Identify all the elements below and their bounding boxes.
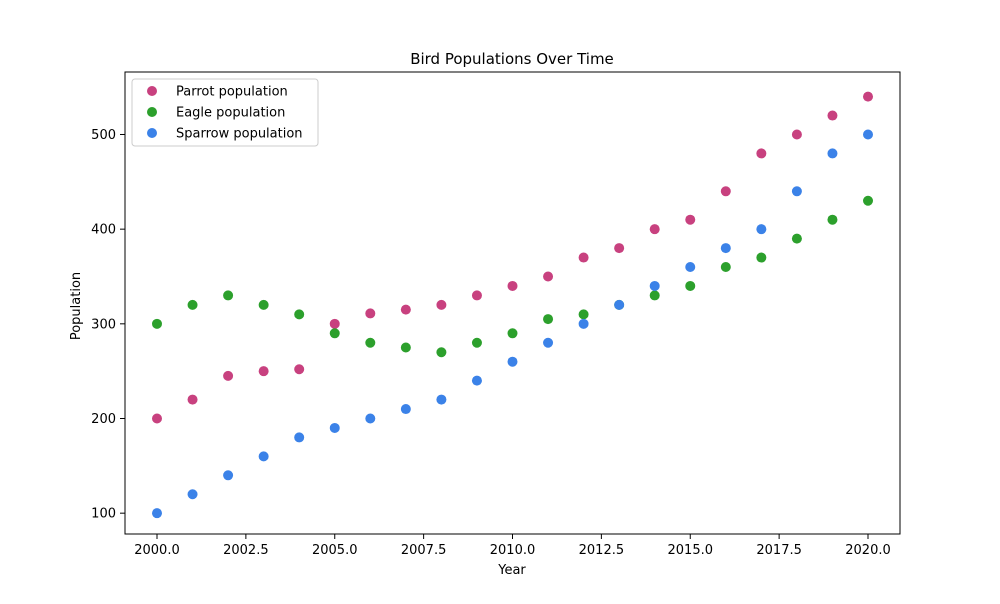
- data-point: [507, 280, 518, 291]
- data-point: [365, 308, 376, 319]
- x-axis-ticks: 2000.0 2002.5 2005.0 2007.5 2010.0 2012.5 2015…: [134, 534, 891, 558]
- data-point: [187, 394, 198, 405]
- data-point: [720, 243, 731, 254]
- data-point: [436, 394, 447, 405]
- data-point: [187, 299, 198, 310]
- data-point: [578, 252, 589, 263]
- data-point: [614, 243, 625, 254]
- legend-label: Sparrow population: [176, 127, 303, 142]
- data-point: [507, 356, 518, 367]
- x-axis-label: Year: [497, 563, 526, 578]
- data-point: [685, 214, 696, 225]
- series-parrot: [151, 91, 874, 424]
- y-tick-label: 400: [91, 223, 116, 238]
- data-point: [365, 413, 376, 424]
- y-tick-label: 500: [91, 128, 116, 143]
- data-point: [223, 470, 234, 481]
- y-tick-label: 300: [91, 317, 116, 332]
- data-point: [756, 224, 767, 235]
- data-point: [507, 328, 518, 339]
- data-point: [400, 304, 411, 315]
- data-point: [258, 299, 269, 310]
- y-axis-label: Population: [69, 272, 84, 340]
- data-point: [151, 318, 162, 329]
- data-point: [543, 337, 554, 348]
- data-point: [151, 508, 162, 519]
- data-point: [223, 370, 234, 381]
- data-point: [258, 366, 269, 377]
- y-tick-label: 200: [91, 412, 116, 427]
- data-point: [791, 129, 802, 140]
- legend-label: Eagle population: [176, 106, 285, 121]
- data-point: [685, 262, 696, 273]
- data-point: [365, 337, 376, 348]
- data-point: [649, 290, 660, 301]
- data-point: [578, 318, 589, 329]
- data-point: [329, 422, 340, 433]
- data-points: [151, 91, 874, 519]
- legend-label: Parrot population: [176, 85, 288, 100]
- data-point: [685, 280, 696, 291]
- data-point: [329, 328, 340, 339]
- x-tick-label: 2015.0: [668, 543, 714, 558]
- series-sparrow: [151, 129, 874, 519]
- data-point: [578, 309, 589, 320]
- legend-marker: [147, 107, 157, 117]
- data-point: [471, 290, 482, 301]
- data-point: [614, 299, 625, 310]
- chart-title: Bird Populations Over Time: [410, 50, 614, 68]
- data-point: [151, 413, 162, 424]
- y-axis-ticks: 100 200 300 400 500: [91, 128, 125, 522]
- data-point: [649, 280, 660, 291]
- data-point: [756, 148, 767, 159]
- data-point: [863, 129, 874, 140]
- data-point: [471, 337, 482, 348]
- data-point: [649, 224, 660, 235]
- x-tick-label: 2012.5: [579, 543, 625, 558]
- data-point: [863, 91, 874, 102]
- data-point: [294, 432, 305, 443]
- series-eagle: [151, 195, 874, 358]
- plot-frame: [124, 71, 901, 535]
- data-point: [471, 375, 482, 386]
- data-point: [720, 186, 731, 197]
- x-tick-label: 2000.0: [134, 543, 180, 558]
- data-point: [756, 252, 767, 263]
- x-tick-label: 2010.0: [490, 543, 536, 558]
- data-point: [791, 233, 802, 244]
- data-point: [223, 290, 234, 301]
- x-tick-label: 2007.5: [401, 543, 447, 558]
- y-tick-label: 100: [91, 507, 116, 522]
- x-tick-label: 2017.5: [756, 543, 802, 558]
- x-tick-label: 2005.0: [312, 543, 358, 558]
- x-tick-label: 2020.0: [845, 543, 891, 558]
- data-point: [400, 342, 411, 353]
- legend: Parrot population Eagle population Sparrow…: [131, 78, 319, 147]
- x-tick-label: 2002.5: [223, 543, 269, 558]
- data-point: [827, 148, 838, 159]
- data-point: [543, 271, 554, 282]
- data-point: [400, 404, 411, 415]
- data-point: [720, 262, 731, 273]
- data-point: [863, 195, 874, 206]
- data-point: [827, 214, 838, 225]
- data-point: [827, 110, 838, 121]
- legend-box: [131, 78, 319, 147]
- legend-marker: [147, 128, 157, 138]
- data-point: [258, 451, 269, 462]
- data-point: [329, 318, 340, 329]
- data-point: [187, 489, 198, 500]
- data-point: [294, 364, 305, 375]
- data-point: [436, 299, 447, 310]
- data-point: [294, 309, 305, 320]
- legend-marker: [147, 86, 157, 96]
- data-point: [791, 186, 802, 197]
- data-point: [543, 314, 554, 325]
- data-point: [436, 347, 447, 358]
